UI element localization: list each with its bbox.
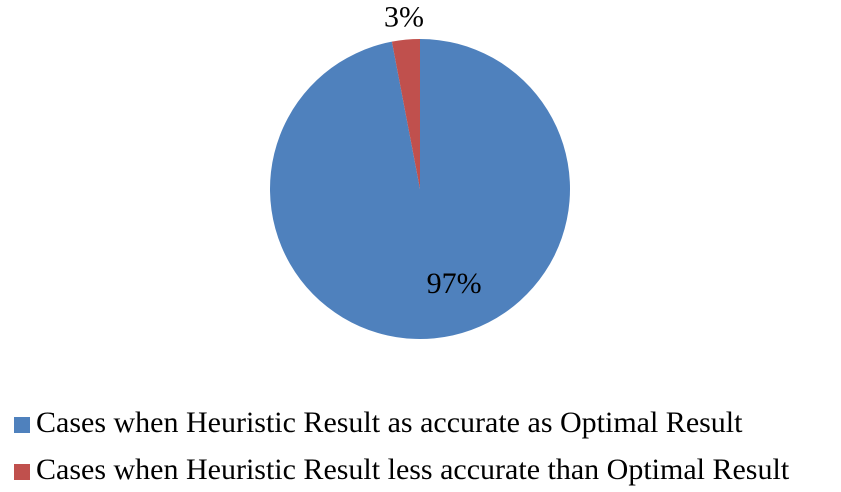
- legend-label: Cases when Heuristic Result as accurate …: [36, 406, 743, 439]
- pie-slice: [391, 39, 420, 189]
- legend-swatch: [14, 417, 30, 433]
- legend-swatch: [14, 464, 30, 480]
- data-label: 3%: [384, 1, 424, 34]
- data-label: 97%: [427, 267, 482, 300]
- legend-label: Cases when Heuristic Result less accurat…: [36, 453, 790, 486]
